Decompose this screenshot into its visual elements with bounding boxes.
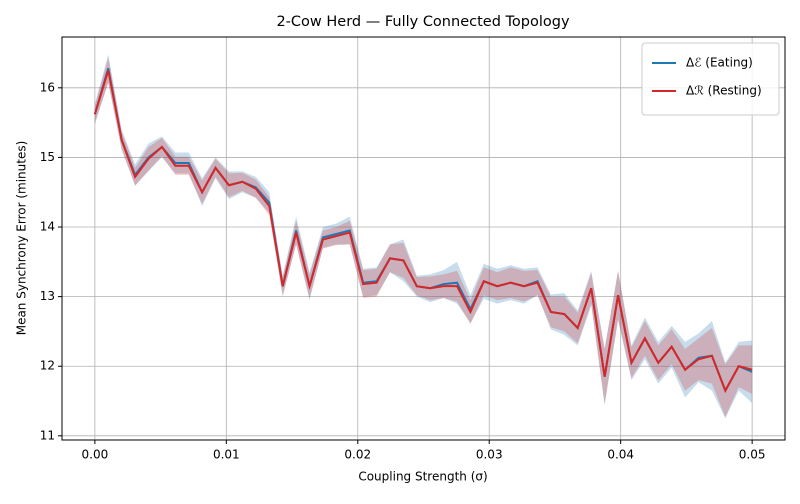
y-tick-label: 11: [40, 428, 55, 442]
y-tick-label: 14: [40, 220, 55, 234]
y-tick-label: 16: [40, 80, 55, 94]
y-tick-label: 13: [40, 289, 55, 303]
x-tick-label: 0.00: [82, 448, 109, 462]
x-tick-label: 0.03: [476, 448, 503, 462]
chart-title: 2-Cow Herd — Fully Connected Topology: [276, 14, 569, 30]
legend-label: Δℰ (Eating): [686, 56, 753, 70]
line: [93, 70, 753, 393]
y-tick-label: 12: [40, 359, 55, 373]
error-band: [94, 54, 753, 419]
error-band: [94, 57, 753, 418]
x-tick-label: 0.01: [213, 448, 240, 462]
x-tick-label: 0.02: [344, 448, 371, 462]
legend: Δℰ (Eating) Δℛ (Resting): [641, 42, 780, 116]
y-tick-label: 15: [40, 150, 55, 164]
x-tick-label: 0.04: [607, 448, 634, 462]
x-axis-label: Coupling Strength (σ): [358, 470, 487, 484]
plot-frame: [61, 36, 786, 441]
x-tick-label: 0.05: [739, 448, 766, 462]
legend-label: Δℛ (Resting): [686, 84, 762, 98]
y-axis-label: Mean Synchrony Error (minutes): [15, 141, 29, 336]
legend-box: [641, 42, 780, 116]
